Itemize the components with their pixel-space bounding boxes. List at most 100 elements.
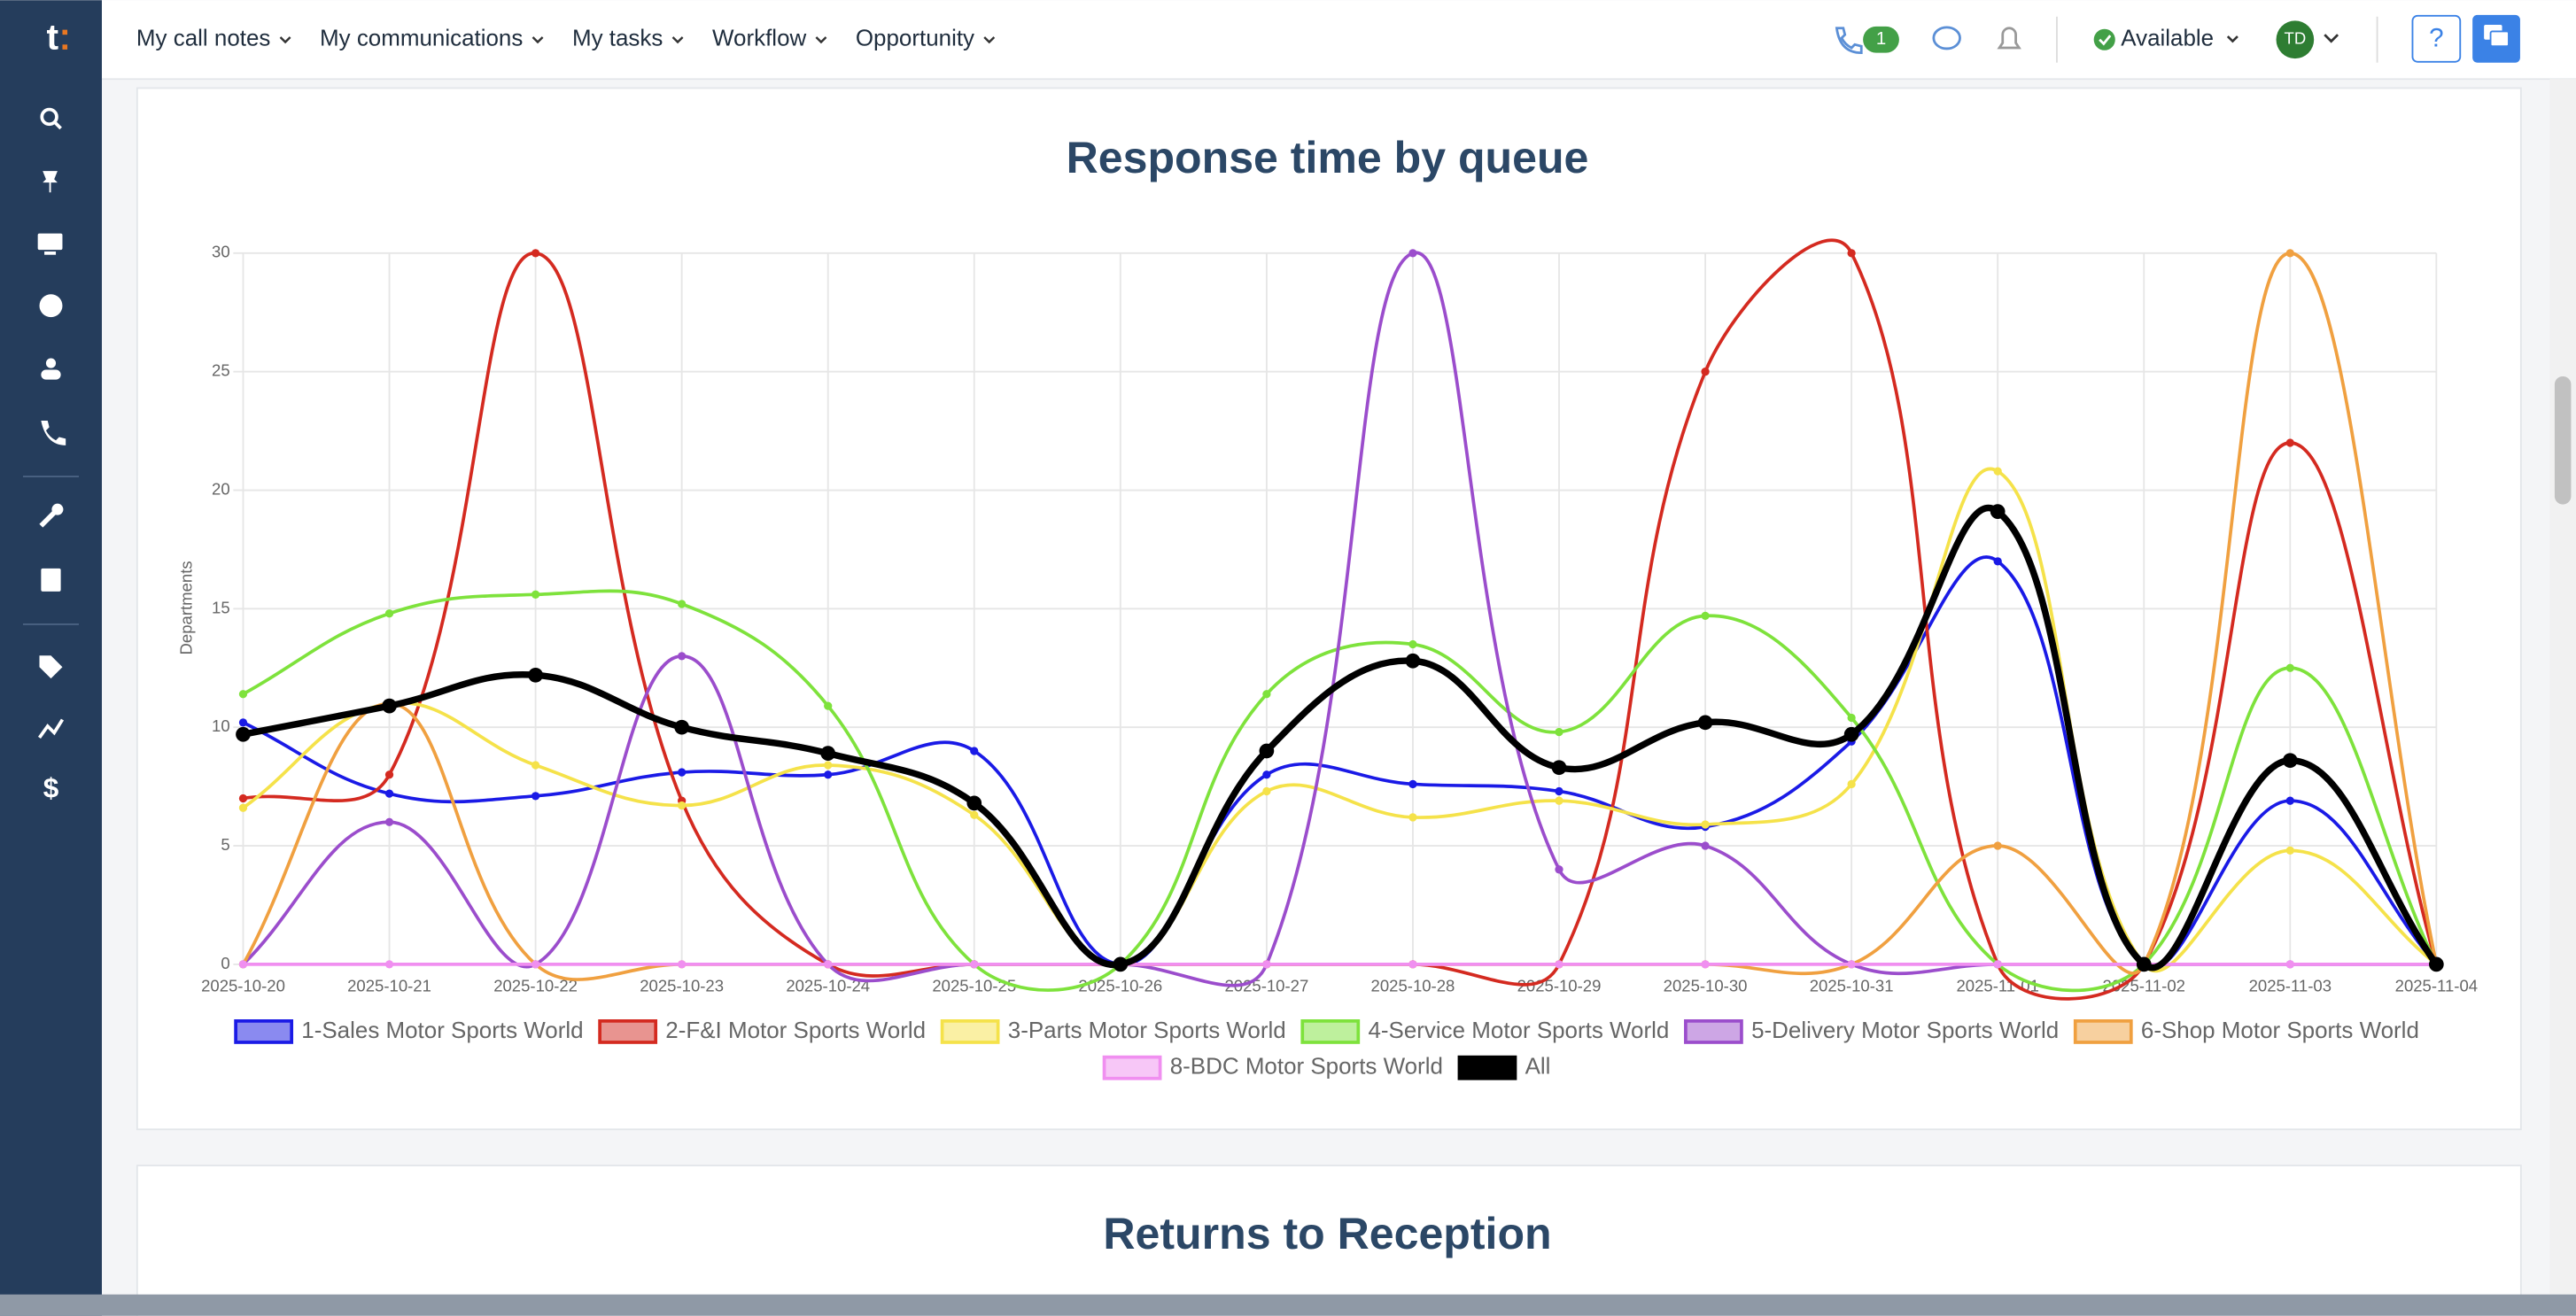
x-tick-label: 2025-10-21 (347, 977, 431, 995)
data-point (1555, 960, 1563, 969)
nav-item[interactable]: Opportunity (856, 25, 974, 51)
phone-icon[interactable] (41, 421, 66, 445)
data-point (2285, 249, 2294, 258)
data-point (236, 726, 251, 742)
phone-button[interactable] (1835, 27, 1863, 54)
legend-item[interactable]: 5-Delivery Motor Sports World (1684, 1017, 2059, 1044)
legend-item[interactable]: 3-Parts Motor Sports World (940, 1017, 1286, 1044)
data-point (2285, 846, 2294, 855)
section-title: Returns to Reception (1103, 1209, 1551, 1258)
legend-item[interactable]: 1-Sales Motor Sports World (234, 1017, 584, 1044)
x-tick-label: 2025-10-22 (493, 977, 578, 995)
logo[interactable]: t (47, 17, 59, 58)
data-point (1701, 960, 1710, 969)
legend-label: 4-Service Motor Sports World (1368, 1017, 1669, 1043)
chevron (671, 36, 684, 44)
data-point (1259, 743, 1275, 759)
legend-item[interactable]: 8-BDC Motor Sports World (1102, 1053, 1443, 1080)
help-button[interactable] (2411, 14, 2462, 63)
chart-icon[interactable] (38, 718, 65, 739)
data-point (531, 792, 540, 801)
y-tick-label: 5 (221, 835, 229, 854)
chevron (983, 36, 996, 44)
help-icon[interactable] (39, 294, 63, 318)
data-point (824, 960, 833, 969)
chevron (531, 36, 544, 44)
legend-label: 5-Delivery Motor Sports World (1751, 1017, 2059, 1043)
data-point (1847, 960, 1856, 969)
data-point (1990, 504, 2006, 519)
x-tick-label: 2025-11-03 (2249, 977, 2332, 995)
data-point (678, 600, 687, 608)
data-point (1555, 727, 1563, 737)
bell-button[interactable] (1997, 27, 2021, 50)
chart: 0 5 10 15 20 25 30 2025-10-20 2025-10-21 2025-10-… (201, 238, 2478, 1080)
data-point (824, 770, 833, 779)
sidebar-icons: $ (37, 107, 66, 804)
data-point (970, 810, 979, 819)
chart-title: Response time by queue (1067, 133, 1589, 182)
scroll-thumb[interactable] (2554, 375, 2572, 505)
data-point (238, 690, 248, 699)
data-point (384, 817, 394, 826)
y-tick-label: 15 (212, 598, 230, 616)
avatar[interactable] (2276, 20, 2315, 59)
wrench-icon[interactable] (39, 509, 58, 528)
nav-item[interactable]: Workflow (712, 25, 806, 51)
nav-item[interactable]: My call notes (136, 25, 270, 51)
legend-item[interactable]: 2-F&I Motor Sports World (598, 1017, 926, 1044)
data-point (970, 747, 979, 755)
badge-count: 1 (1876, 29, 1886, 49)
data-point (531, 960, 540, 969)
chevron (815, 36, 827, 44)
clipboard-icon[interactable] (41, 568, 61, 592)
team-icon[interactable] (45, 358, 57, 368)
legend-item[interactable]: 6-Shop Motor Sports World (2073, 1017, 2419, 1044)
data-point (1701, 841, 1710, 850)
badge (1863, 26, 1899, 53)
data-point (1262, 770, 1271, 779)
data-point (1408, 639, 1417, 649)
legend-item[interactable]: 4-Service Motor Sports World (1300, 1017, 1669, 1044)
x-tick-label: 2025-11-01 (1956, 977, 2038, 995)
status-check (2099, 35, 2112, 46)
avatar-initials: TD (2285, 29, 2307, 48)
legend-label: 1-Sales Motor Sports World (301, 1017, 583, 1043)
series-line (242, 251, 2437, 987)
pin-icon[interactable] (43, 171, 58, 193)
legend-item[interactable]: All (1457, 1053, 1550, 1080)
legend-swatch (1300, 1019, 1361, 1044)
x-tick-label: 2025-10-27 (1224, 977, 1308, 995)
y-axis-label: Departments (176, 561, 195, 654)
data-point (531, 590, 540, 599)
data-point (966, 795, 982, 811)
search-icon[interactable] (40, 107, 58, 127)
status[interactable]: Available (2121, 25, 2214, 51)
data-point (2285, 796, 2294, 805)
data-point (238, 960, 248, 969)
y-tick-label: 25 (212, 361, 230, 380)
legend-swatch (1102, 1055, 1162, 1080)
data-point (1262, 786, 1271, 796)
data-point (1697, 715, 1713, 731)
nav-item[interactable]: My communications (320, 25, 523, 51)
legend-label: 6-Shop Motor Sports World (2141, 1017, 2419, 1043)
x-tick-label: 2025-10-23 (640, 977, 724, 995)
data-point (824, 761, 833, 770)
h-scrollbar[interactable] (0, 1294, 2576, 1316)
tag-icon[interactable] (39, 655, 63, 679)
monitor-icon[interactable] (37, 233, 63, 251)
data-point (1701, 820, 1710, 829)
dollar-icon[interactable]: $ (43, 772, 59, 804)
legend-label: 3-Parts Motor Sports World (1008, 1017, 1286, 1043)
nav-item[interactable]: My tasks (572, 25, 663, 51)
legend-swatch (1457, 1055, 1517, 1080)
data-point (238, 793, 248, 803)
data-point (1408, 960, 1417, 969)
chat-button[interactable] (1932, 26, 1961, 50)
data-point (1408, 813, 1417, 822)
data-point (678, 960, 687, 969)
data-point (1993, 841, 2002, 850)
